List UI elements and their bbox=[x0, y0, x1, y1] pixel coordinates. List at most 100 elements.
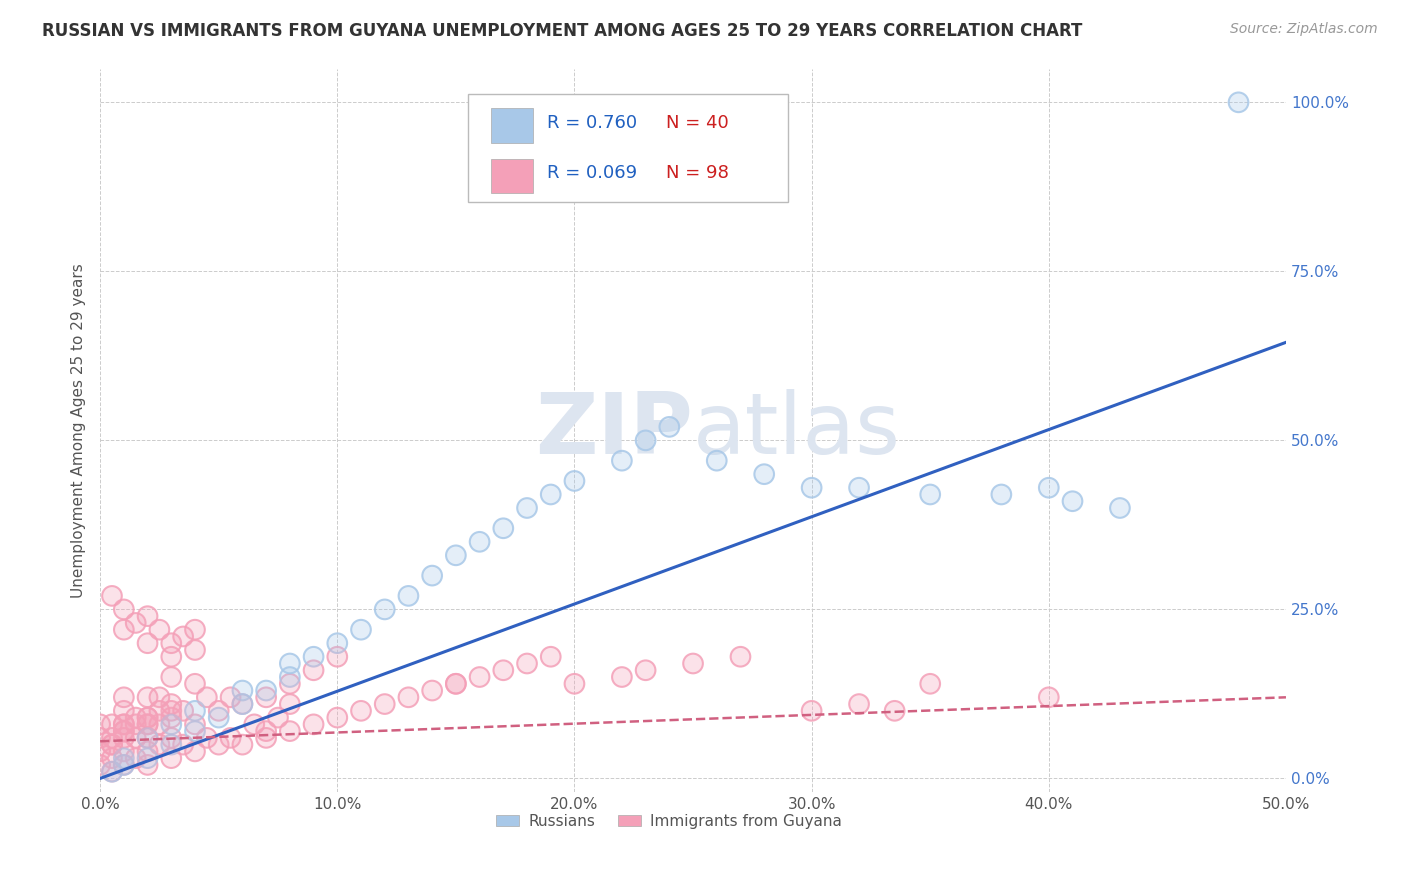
Point bbox=[195, 690, 218, 705]
Point bbox=[148, 623, 170, 637]
Point bbox=[148, 623, 170, 637]
Point bbox=[101, 731, 124, 745]
Point bbox=[420, 568, 443, 582]
Point bbox=[136, 717, 159, 731]
Point bbox=[990, 487, 1012, 501]
Point bbox=[184, 744, 207, 758]
Point bbox=[172, 630, 194, 644]
Point bbox=[125, 710, 148, 724]
Point bbox=[112, 717, 135, 731]
Point bbox=[160, 649, 183, 664]
Point bbox=[267, 710, 290, 724]
Point bbox=[148, 704, 170, 718]
Point bbox=[101, 738, 124, 752]
Point bbox=[231, 697, 253, 711]
Point bbox=[112, 623, 135, 637]
Point bbox=[208, 704, 231, 718]
Point bbox=[184, 643, 207, 657]
Point bbox=[125, 717, 148, 731]
Point bbox=[172, 704, 194, 718]
Point bbox=[219, 690, 242, 705]
Point bbox=[610, 453, 633, 467]
Point bbox=[125, 731, 148, 745]
Point bbox=[540, 649, 562, 664]
Point bbox=[160, 670, 183, 684]
Point bbox=[160, 731, 183, 745]
Point bbox=[136, 710, 159, 724]
Point bbox=[184, 677, 207, 691]
Point bbox=[184, 704, 207, 718]
Point bbox=[184, 717, 207, 731]
Point bbox=[254, 690, 277, 705]
Point bbox=[231, 697, 253, 711]
Point bbox=[444, 549, 467, 563]
Point bbox=[231, 683, 253, 698]
Point bbox=[112, 717, 135, 731]
Point bbox=[564, 677, 586, 691]
Point bbox=[136, 744, 159, 758]
Point bbox=[1109, 500, 1132, 515]
Point bbox=[125, 751, 148, 765]
Point bbox=[184, 717, 207, 731]
Point bbox=[350, 623, 373, 637]
Point bbox=[1038, 690, 1060, 705]
Point bbox=[160, 704, 183, 718]
Point bbox=[374, 602, 396, 616]
Point bbox=[326, 636, 349, 650]
Point bbox=[160, 670, 183, 684]
Point bbox=[101, 764, 124, 779]
Point bbox=[730, 649, 752, 664]
Point bbox=[398, 690, 420, 705]
Point bbox=[278, 677, 301, 691]
Point bbox=[112, 602, 135, 616]
Point bbox=[101, 717, 124, 731]
Point bbox=[136, 710, 159, 724]
Point bbox=[136, 731, 159, 745]
Point bbox=[184, 677, 207, 691]
Point bbox=[231, 738, 253, 752]
Point bbox=[136, 731, 159, 745]
FancyBboxPatch shape bbox=[492, 159, 533, 194]
Point bbox=[184, 724, 207, 739]
Point bbox=[160, 710, 183, 724]
Point bbox=[398, 589, 420, 603]
Point bbox=[444, 677, 467, 691]
Point bbox=[101, 589, 124, 603]
Point bbox=[492, 521, 515, 535]
Point bbox=[112, 731, 135, 745]
Point bbox=[243, 717, 266, 731]
Point bbox=[208, 738, 231, 752]
Point bbox=[136, 758, 159, 772]
Point bbox=[278, 697, 301, 711]
Point bbox=[136, 731, 159, 745]
Point bbox=[326, 710, 349, 724]
Point bbox=[89, 744, 111, 758]
Point bbox=[112, 602, 135, 616]
Point bbox=[125, 710, 148, 724]
Point bbox=[374, 697, 396, 711]
Point bbox=[89, 731, 111, 745]
Point bbox=[219, 690, 242, 705]
Point bbox=[610, 670, 633, 684]
Point bbox=[136, 744, 159, 758]
Point bbox=[682, 657, 704, 671]
Point bbox=[231, 683, 253, 698]
Point bbox=[160, 717, 183, 731]
Point bbox=[848, 697, 870, 711]
Point bbox=[254, 731, 277, 745]
Point bbox=[112, 724, 135, 739]
Point bbox=[516, 657, 538, 671]
Point bbox=[350, 704, 373, 718]
Point bbox=[302, 717, 325, 731]
Point bbox=[468, 670, 491, 684]
Point bbox=[160, 751, 183, 765]
Point bbox=[730, 649, 752, 664]
Point bbox=[136, 710, 159, 724]
Point bbox=[326, 636, 349, 650]
Point bbox=[420, 568, 443, 582]
Point bbox=[112, 731, 135, 745]
Point bbox=[634, 663, 657, 677]
Point bbox=[148, 690, 170, 705]
Point bbox=[243, 717, 266, 731]
Point bbox=[492, 521, 515, 535]
